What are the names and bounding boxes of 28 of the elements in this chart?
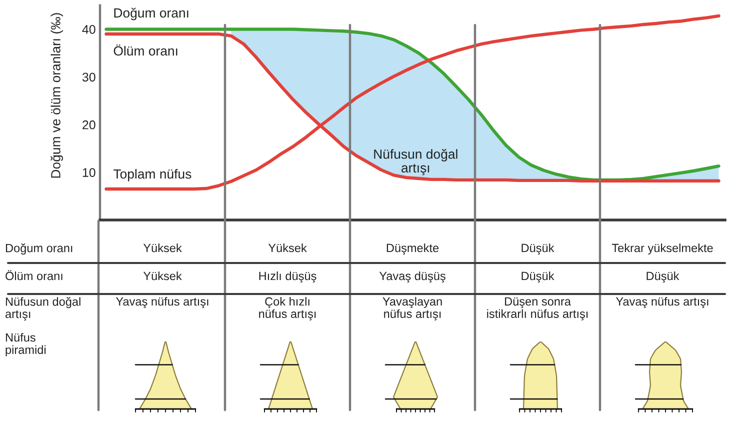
series-label: Toplam nüfus (113, 168, 192, 182)
text: Yüksek (143, 271, 182, 280)
text: Çok hızlı nüfus artışı (259, 297, 316, 320)
y-tick-label: 20 (82, 120, 96, 130)
y-axis-title: Doğum ve ölüm oranları (‰) (50, 13, 63, 178)
annotation: Nüfusun doğal artışı (374, 148, 458, 176)
text: Yavaş nüfus artışı (616, 297, 708, 308)
y-tick-label: 10 (82, 168, 96, 177)
text: Yavaş nüfus artışı (116, 297, 208, 308)
text: Düşük (646, 271, 680, 283)
category-label: Doğum oranı (6, 243, 72, 255)
series-label: Doğum oranı (114, 8, 188, 20)
text: Düşen sonra istikrarlı nüfus artışı (487, 297, 588, 320)
text: Yüksek (143, 243, 182, 252)
category-label: Ölüm oranı (6, 270, 62, 280)
text: Hızlı düşüş (259, 271, 316, 283)
text: Düşük (522, 243, 554, 255)
series-label: Ölüm oranı (114, 44, 178, 56)
category-label: Nüfus piramidi (6, 333, 46, 356)
y-tick-label: 30 (82, 72, 96, 82)
text: Yavaşlayan nüfus artışı (382, 297, 442, 320)
y-tick-label: 40 (82, 25, 96, 34)
text: Düşmekte (386, 243, 439, 255)
category-label: Nüfusun doğal artışı (6, 297, 80, 320)
text: Tekrar yükselmekte (612, 243, 713, 254)
text: Yüksek (268, 243, 307, 252)
text: Yavaş düşüş (379, 271, 446, 283)
text: Düşük (522, 271, 554, 283)
